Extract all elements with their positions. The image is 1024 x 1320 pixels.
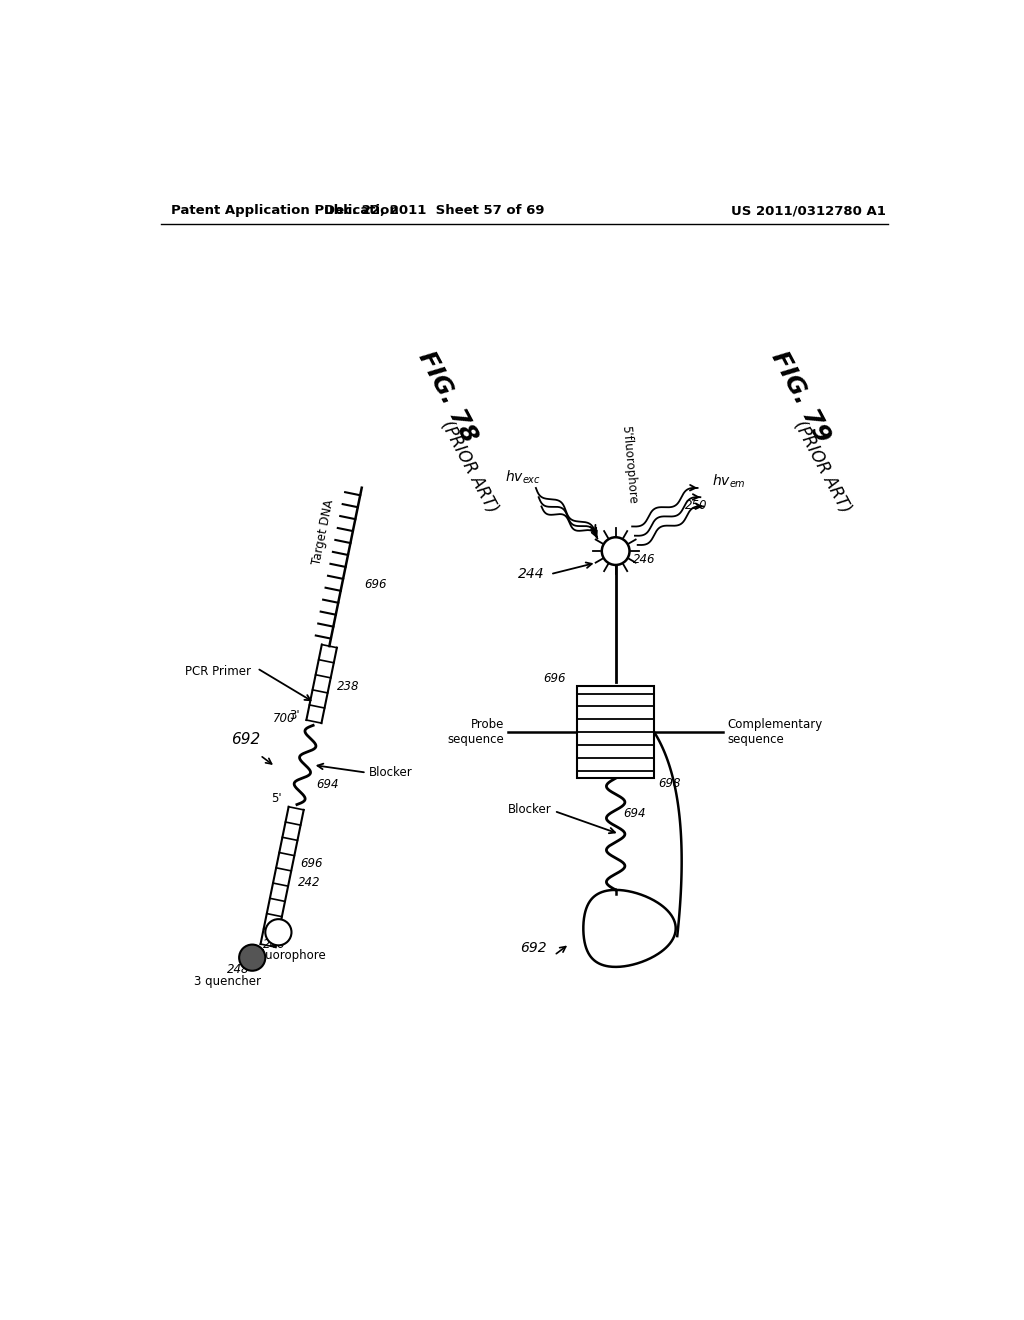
Text: FIG. 79: FIG. 79: [766, 347, 835, 447]
Text: Dec. 22, 2011  Sheet 57 of 69: Dec. 22, 2011 Sheet 57 of 69: [325, 205, 545, 218]
Text: 692: 692: [231, 731, 261, 747]
Text: 238: 238: [337, 680, 359, 693]
Text: 3': 3': [289, 709, 300, 722]
Text: 5': 5': [271, 792, 282, 805]
Text: Probe
sequence: Probe sequence: [447, 718, 504, 746]
Text: Complementary
sequence: Complementary sequence: [727, 718, 822, 746]
Text: 696: 696: [364, 578, 386, 590]
Text: $hv_{em}$: $hv_{em}$: [712, 473, 745, 490]
Text: Blocker: Blocker: [369, 766, 413, 779]
Text: 242: 242: [298, 876, 321, 890]
Text: 5'fluorophore: 5'fluorophore: [620, 425, 639, 506]
Text: 698: 698: [658, 777, 681, 791]
Text: 694: 694: [316, 777, 339, 791]
Circle shape: [240, 945, 265, 970]
Text: 246: 246: [633, 553, 655, 566]
Circle shape: [602, 537, 630, 565]
Text: 5'fluorophore: 5'fluorophore: [247, 949, 326, 962]
Text: 694: 694: [624, 807, 646, 820]
Text: Target DNA: Target DNA: [310, 499, 337, 566]
Text: Patent Application Publication: Patent Application Publication: [171, 205, 398, 218]
Text: 248: 248: [227, 964, 250, 975]
Text: 700: 700: [272, 713, 295, 726]
Text: 250: 250: [685, 499, 708, 512]
Text: Blocker: Blocker: [508, 803, 552, 816]
Bar: [578, 686, 654, 779]
Text: FIG. 78: FIG. 78: [414, 347, 482, 447]
Text: (PRIOR ART): (PRIOR ART): [791, 417, 854, 516]
Text: US 2011/0312780 A1: US 2011/0312780 A1: [731, 205, 886, 218]
Text: 696: 696: [543, 672, 565, 685]
Text: PCR Primer: PCR Primer: [184, 665, 251, 678]
Text: 692: 692: [520, 940, 547, 954]
Circle shape: [265, 919, 292, 945]
Text: 246: 246: [263, 937, 286, 950]
Text: 696: 696: [300, 857, 323, 870]
Text: (PRIOR ART): (PRIOR ART): [437, 417, 502, 516]
Text: 244: 244: [518, 568, 545, 581]
Text: $hv_{exc}$: $hv_{exc}$: [505, 469, 542, 486]
Text: 3 quencher: 3 quencher: [195, 974, 261, 987]
